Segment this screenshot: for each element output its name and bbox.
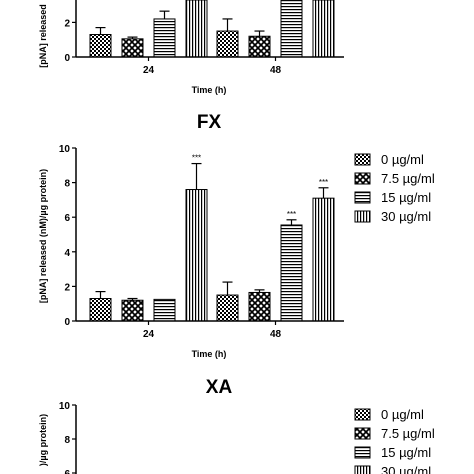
bar-group: *** *** *** — [89, 154, 335, 322]
legend-label: 7.5 µg/ml — [381, 426, 435, 441]
axes: 6 8 10 — [59, 401, 77, 474]
legend-label: 15 µg/ml — [381, 190, 431, 205]
legend: 0 µg/ml 7.5 µg/ml 15 µg/ml 30 µg/ml — [354, 152, 435, 224]
significance-label: *** — [192, 154, 201, 163]
y-tick-label: 8 — [64, 435, 70, 446]
y-tick-label: 8 — [64, 179, 70, 190]
legend-swatch — [354, 427, 371, 440]
legend-swatch — [354, 210, 371, 223]
x-tick-label: 48 — [270, 65, 282, 76]
y-tick-label: 10 — [59, 144, 71, 155]
y-tick-label: 6 — [64, 213, 70, 224]
bar-group — [89, 0, 335, 58]
y-tick-label: 0 — [64, 317, 70, 328]
bar — [216, 30, 239, 58]
x-tick-label: 24 — [143, 65, 155, 76]
bar — [89, 34, 112, 58]
legend-swatch — [354, 172, 371, 185]
bar — [312, 0, 335, 58]
axes: 24 48 0 2 — [64, 0, 344, 76]
legend-label: 15 µg/ml — [381, 445, 431, 460]
y-axis-label: [pNA] released — [38, 4, 48, 68]
chart-panel-fx: FX [pNA] released (nM)/µg protein) *****… — [38, 112, 435, 359]
bar — [153, 18, 176, 58]
bar — [185, 0, 208, 58]
legend-swatch — [354, 153, 371, 166]
x-tick-label: 24 — [143, 329, 155, 340]
y-tick-label: 2 — [64, 282, 70, 293]
x-tick-label: 48 — [270, 329, 282, 340]
significance-label: *** — [287, 210, 296, 219]
bar — [248, 291, 271, 322]
legend: 0 µg/ml 7.5 µg/ml 15 µg/ml 30 µg/ml — [354, 407, 435, 474]
legend-swatch — [354, 446, 371, 459]
significance-label: *** — [319, 178, 328, 187]
legend-label: 0 µg/ml — [381, 152, 424, 167]
chart-panel-top: [pNA] released 24 48 0 2 Time (h) — [38, 0, 344, 95]
x-axis-label: Time (h) — [192, 349, 227, 359]
y-tick-label: 0 — [64, 53, 70, 64]
x-axis-label: Time (h) — [192, 85, 227, 95]
bar — [185, 189, 208, 322]
legend-label: 30 µg/ml — [381, 209, 431, 224]
legend-swatch — [354, 408, 371, 421]
y-tick-label: 6 — [64, 469, 70, 474]
y-tick-label: 4 — [64, 248, 70, 259]
bar — [216, 294, 239, 322]
chart-title: XA — [206, 377, 233, 398]
y-axis-label: )/µg protein) — [38, 414, 48, 466]
chart-panel-xa: XA )/µg protein) 6 8 10 0 µg/ml 7.5 µg/ml 15… — [38, 377, 435, 474]
bar — [312, 197, 335, 322]
y-tick-label: 10 — [59, 401, 71, 412]
legend-label: 0 µg/ml — [381, 407, 424, 422]
legend-label: 7.5 µg/ml — [381, 171, 435, 186]
bar — [153, 298, 176, 322]
legend-swatch — [354, 191, 371, 204]
bar — [280, 0, 303, 58]
legend-label: 30 µg/ml — [381, 464, 431, 474]
chart-title: FX — [197, 112, 222, 133]
bar — [280, 224, 303, 322]
y-axis-label: [pNA] released (nM)/µg protein) — [38, 169, 48, 303]
bar — [121, 38, 144, 58]
legend-swatch — [354, 465, 371, 474]
bar — [121, 299, 144, 322]
y-tick-label: 2 — [64, 18, 70, 29]
bar — [89, 298, 112, 322]
bar — [248, 35, 271, 58]
